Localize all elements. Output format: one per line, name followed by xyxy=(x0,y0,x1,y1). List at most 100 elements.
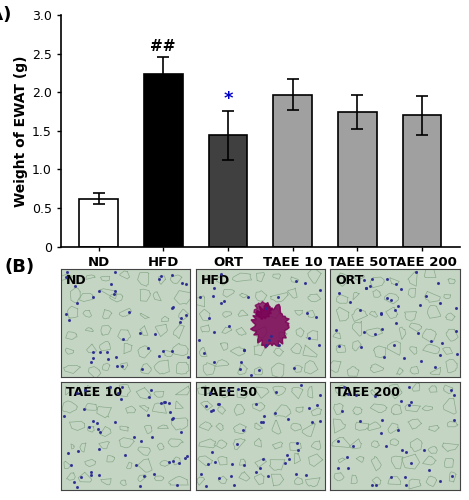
Bar xyxy=(209,136,247,246)
Point xyxy=(371,392,378,400)
Point xyxy=(118,395,125,403)
Point xyxy=(334,437,341,445)
Text: ND: ND xyxy=(66,274,87,286)
Point xyxy=(70,478,78,486)
Point xyxy=(317,286,324,294)
Point xyxy=(453,350,461,358)
Point xyxy=(378,416,386,424)
Point xyxy=(387,296,394,304)
Point xyxy=(148,432,155,440)
Point xyxy=(425,466,433,474)
Point xyxy=(313,401,320,409)
Point xyxy=(166,398,173,406)
Point xyxy=(397,284,404,292)
Point xyxy=(384,276,391,283)
Point xyxy=(294,439,301,447)
Point xyxy=(272,388,280,396)
Point xyxy=(401,354,408,362)
Text: *: * xyxy=(223,90,233,108)
Point xyxy=(407,460,415,468)
Point xyxy=(182,280,189,287)
Point xyxy=(285,454,292,462)
Point xyxy=(237,358,245,366)
Point xyxy=(405,401,413,409)
Point xyxy=(94,425,101,433)
Point xyxy=(212,458,219,466)
Point xyxy=(177,428,185,436)
Point xyxy=(262,342,270,349)
Point xyxy=(378,324,386,332)
Point xyxy=(422,292,430,300)
Text: HFD: HFD xyxy=(201,274,230,286)
Point xyxy=(197,292,204,300)
Point xyxy=(110,290,117,298)
Point xyxy=(82,386,89,394)
Point xyxy=(417,356,425,364)
Text: TAEE 50: TAEE 50 xyxy=(201,386,257,399)
Point xyxy=(297,382,305,390)
Point xyxy=(414,328,422,336)
Point xyxy=(74,482,81,490)
Point xyxy=(383,442,390,450)
Point xyxy=(240,461,248,469)
Bar xyxy=(144,74,182,246)
Point xyxy=(260,412,267,420)
Point xyxy=(74,299,81,307)
Point xyxy=(89,348,96,356)
Point xyxy=(316,342,323,349)
Bar xyxy=(338,112,377,246)
Point xyxy=(204,460,212,468)
Point xyxy=(208,448,216,456)
Point xyxy=(148,386,155,394)
Point xyxy=(151,470,158,478)
Point xyxy=(377,429,385,437)
Polygon shape xyxy=(254,302,272,319)
Point xyxy=(236,364,243,372)
Point xyxy=(394,302,402,310)
Point xyxy=(160,398,168,406)
Point xyxy=(338,406,346,414)
Point xyxy=(369,481,376,489)
Point xyxy=(174,481,181,489)
Point xyxy=(210,284,217,292)
Point xyxy=(392,319,400,327)
Point xyxy=(107,280,115,288)
Point xyxy=(252,468,259,476)
Point xyxy=(71,282,78,290)
Point xyxy=(420,446,427,454)
Point xyxy=(356,416,364,424)
Point xyxy=(90,292,97,300)
Point xyxy=(214,400,222,408)
Point xyxy=(182,311,190,319)
Point xyxy=(380,352,388,360)
Point xyxy=(290,364,298,372)
Point xyxy=(344,464,352,472)
Point xyxy=(391,306,398,314)
Point xyxy=(96,472,103,480)
Point xyxy=(64,449,72,457)
Point xyxy=(233,440,241,448)
Point xyxy=(437,351,444,359)
Point xyxy=(383,294,391,302)
Point xyxy=(195,336,203,344)
Point xyxy=(436,299,444,307)
Point xyxy=(151,330,159,338)
Point xyxy=(335,342,342,349)
Point xyxy=(448,472,455,480)
Point xyxy=(178,279,185,287)
Point xyxy=(309,418,316,426)
Point xyxy=(405,383,412,391)
Point xyxy=(104,356,111,364)
Point xyxy=(305,334,313,342)
Point xyxy=(332,326,340,334)
Point xyxy=(106,382,114,390)
Point xyxy=(255,366,262,374)
Point xyxy=(183,452,191,460)
Bar xyxy=(273,94,312,246)
Point xyxy=(283,451,290,459)
Point xyxy=(240,346,248,354)
Text: ##: ## xyxy=(151,38,176,54)
Point xyxy=(335,290,342,298)
Point xyxy=(169,456,177,464)
Point xyxy=(352,392,360,400)
